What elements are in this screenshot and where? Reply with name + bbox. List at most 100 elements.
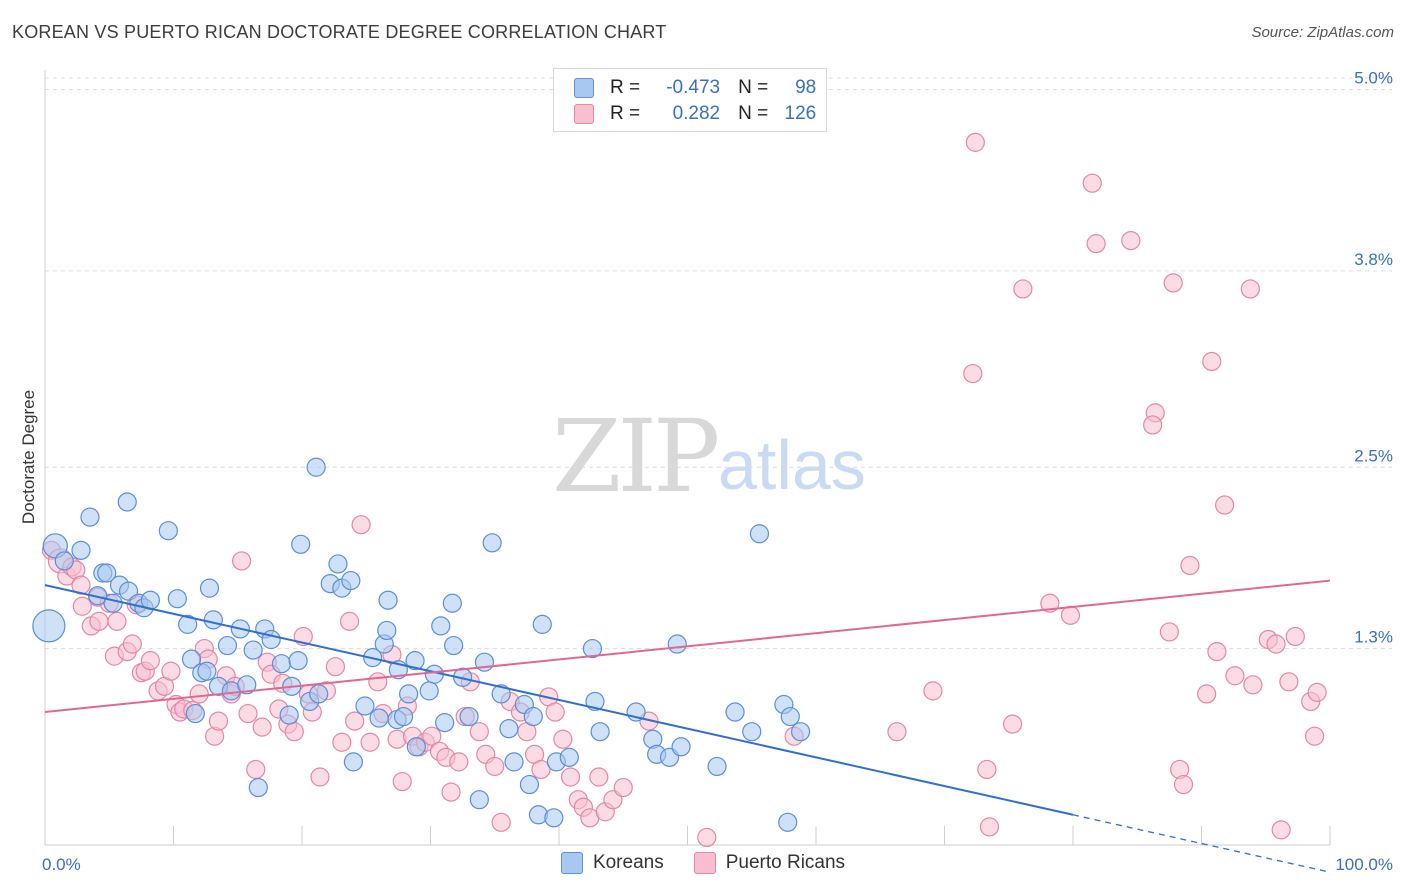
- legend-r-value: 0.282: [672, 103, 721, 124]
- watermark-zip: ZIP: [552, 398, 720, 515]
- legend-item-puerto-ricans: Puerto Ricans: [693, 852, 845, 874]
- korean-point: [117, 492, 137, 512]
- puerto-rican-point: [965, 132, 985, 152]
- korean-point: [780, 706, 800, 727]
- watermark-atlas: atlas: [718, 426, 866, 504]
- puerto-rican-point: [1207, 641, 1227, 662]
- korean-point: [355, 696, 375, 716]
- puerto-rican-point: [1279, 672, 1299, 692]
- puerto-rican-point: [208, 711, 229, 731]
- puerto-rican-point: [1163, 273, 1183, 293]
- korean-point: [309, 684, 329, 704]
- korean-point: [178, 614, 198, 634]
- puerto-rican-point: [122, 634, 142, 654]
- korean-point: [482, 533, 502, 553]
- korean-point: [369, 708, 389, 728]
- puerto-rican-point: [485, 756, 505, 777]
- puerto-rican-point: [923, 681, 943, 701]
- korean-point: [378, 590, 398, 610]
- korean-point: [197, 661, 217, 681]
- korean-point: [185, 703, 205, 724]
- puerto-rican-point: [1013, 279, 1033, 299]
- korean-swatch: [574, 78, 594, 98]
- korean-point: [158, 521, 178, 541]
- korean-point: [444, 635, 464, 656]
- korean-trend-line: [44, 584, 1074, 816]
- korean-point: [54, 551, 74, 571]
- tick-labels: 1.3% 2.5% 3.8% 5.0% 0.0% 100.0% Doctorate Degr…: [19, 69, 1393, 875]
- korean-point: [306, 457, 326, 477]
- puerto-rican-point: [161, 661, 181, 681]
- korean-point: [377, 620, 397, 641]
- korean-point: [288, 651, 308, 671]
- korean-point: [399, 684, 419, 704]
- puerto-rican-point: [1086, 234, 1106, 254]
- puerto-rican-point: [238, 703, 258, 724]
- korean-point: [243, 640, 263, 660]
- puerto-rican-point: [469, 722, 489, 742]
- korean-point: [328, 554, 348, 574]
- puerto-rican-point: [1180, 555, 1200, 576]
- korean-point: [103, 593, 123, 613]
- puerto-rican-point: [345, 711, 365, 731]
- legend-item-koreans: Koreans: [560, 852, 664, 874]
- puerto-rican-point: [1307, 682, 1327, 702]
- korean-points: [32, 457, 811, 832]
- puerto-rican-point: [339, 611, 360, 631]
- korean-point: [431, 616, 451, 636]
- korean-point: [199, 578, 220, 598]
- legend-n-value: 98: [795, 77, 817, 98]
- korean-point: [217, 635, 238, 656]
- puerto-rican-point: [979, 817, 1000, 837]
- legend-r-label: R =: [610, 77, 641, 98]
- legend-n-label: N =: [738, 103, 769, 124]
- puerto-rican-point: [332, 732, 352, 752]
- puerto-rican-point: [310, 767, 330, 787]
- korean-point: [32, 609, 66, 643]
- puerto-rican-point: [1143, 415, 1163, 435]
- korean-point: [248, 777, 268, 798]
- puerto-rican-point: [1082, 173, 1102, 193]
- puerto-rican-point: [887, 722, 907, 742]
- puerto-rican-point: [422, 726, 442, 746]
- puerto-rican-point: [553, 729, 573, 749]
- y-tick-label: 1.3%: [1354, 628, 1393, 647]
- korean-point: [559, 747, 579, 767]
- korean-point: [504, 752, 524, 772]
- puerto-rican-point: [246, 759, 266, 780]
- korean-point: [523, 706, 543, 727]
- puerto-rican-point: [1266, 634, 1286, 654]
- y-axis-label: Doctorate Degree: [19, 390, 38, 524]
- puerto-rican-point: [449, 752, 469, 772]
- legend-r-label: R =: [610, 103, 641, 124]
- x-tick-label-min: 0.0%: [42, 855, 81, 874]
- puerto-rican-point: [1060, 605, 1081, 625]
- series-legend: Koreans Puerto Ricans: [0, 852, 1406, 874]
- korean-point: [790, 722, 811, 742]
- korean-point: [749, 524, 770, 544]
- korean-point: [393, 706, 414, 727]
- puerto-rican-point: [368, 672, 388, 692]
- korean-point: [725, 702, 745, 722]
- puerto-rican-point: [360, 732, 380, 752]
- korean-point: [167, 589, 187, 609]
- puerto-rican-point: [232, 551, 252, 571]
- korean-point: [80, 507, 100, 527]
- korean-point: [435, 713, 455, 733]
- korean-swatch: [560, 852, 583, 874]
- puerto-rican-point: [1225, 666, 1245, 686]
- puerto-rican-point: [89, 611, 109, 631]
- puerto-rican-point: [1271, 820, 1291, 840]
- trend-lines: [44, 579, 1331, 873]
- legend-n-value: 126: [784, 103, 817, 124]
- puerto-rican-point: [613, 777, 633, 798]
- korean-point: [271, 654, 292, 674]
- korean-point: [406, 737, 426, 757]
- puerto-rican-point: [351, 515, 371, 535]
- puerto-rican-swatch: [574, 104, 594, 124]
- axes: [44, 70, 1331, 846]
- korean-point: [419, 681, 439, 701]
- puerto-rican-point: [387, 729, 407, 749]
- korean-point: [528, 805, 549, 825]
